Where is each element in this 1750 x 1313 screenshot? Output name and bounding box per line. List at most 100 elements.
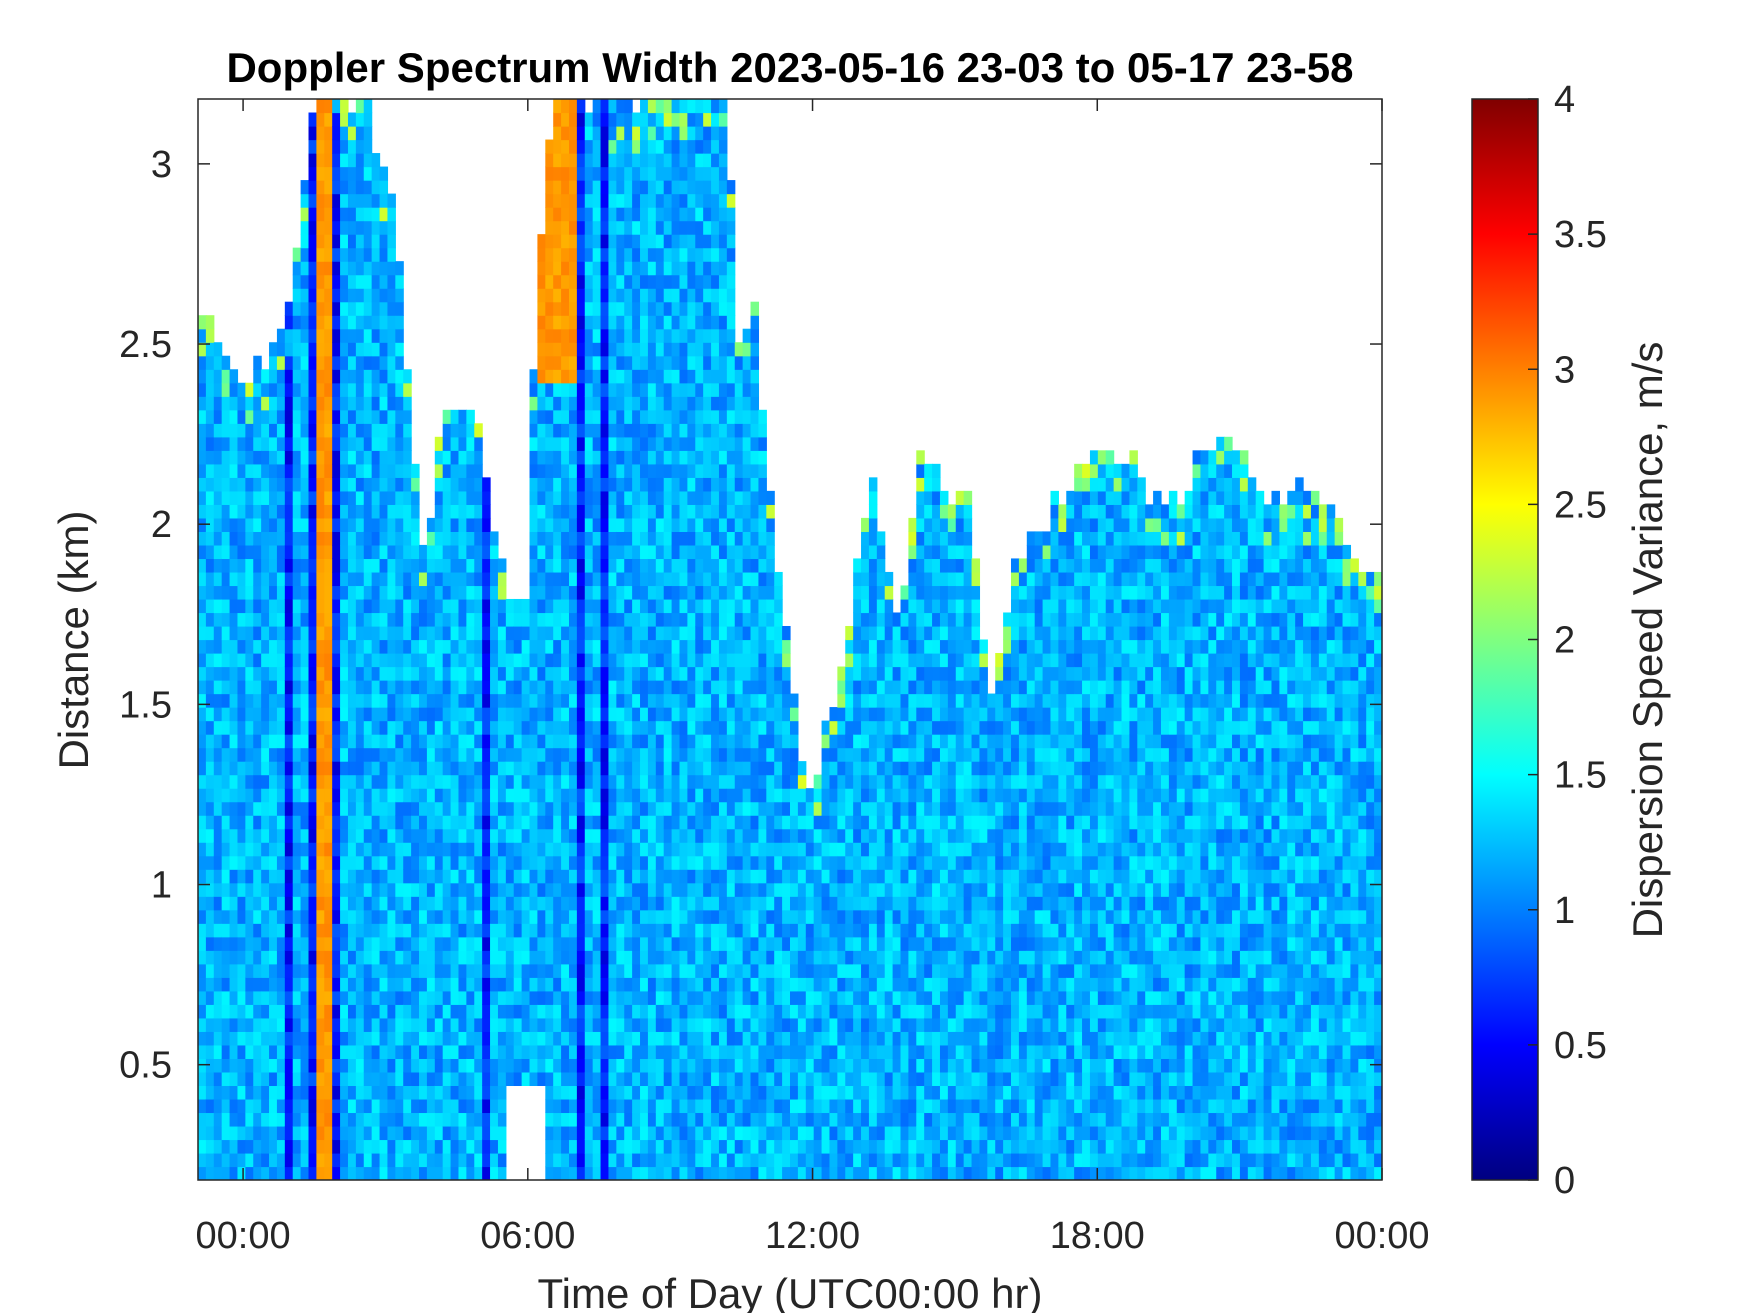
heatmap-cell (403, 1004, 412, 1019)
heatmap-cell (419, 666, 428, 681)
heatmap-cell (347, 355, 357, 370)
heatmap-cell (253, 950, 262, 965)
heatmap-cell (608, 1166, 617, 1180)
heatmap-cell (355, 99, 365, 114)
heatmap-cell (529, 774, 539, 789)
heatmap-cell (647, 490, 657, 505)
heatmap-cell (213, 909, 223, 924)
heatmap-cell (371, 328, 381, 343)
heatmap-cell (726, 558, 736, 573)
heatmap-cell (340, 1112, 349, 1127)
heatmap-cell (458, 1112, 467, 1127)
heatmap-cell (387, 909, 396, 924)
heatmap-cell (411, 842, 420, 857)
heatmap-cell (624, 544, 633, 560)
heatmap-cell (450, 1058, 460, 1073)
heatmap-cell (371, 1031, 381, 1046)
heatmap-cell (450, 1139, 460, 1154)
heatmap-cell (482, 747, 491, 762)
heatmap-cell (332, 396, 341, 411)
heatmap-cell (363, 585, 373, 600)
heatmap-cell (308, 828, 317, 843)
heatmap-cell (553, 477, 562, 492)
heatmap-cell (426, 1085, 436, 1100)
heatmap-cell (568, 531, 578, 546)
heatmap-cell (403, 1152, 412, 1168)
heatmap-cell (584, 869, 594, 884)
heatmap-cell (347, 1152, 357, 1168)
heatmap-cell (229, 1044, 239, 1059)
heatmap-cell (734, 342, 744, 357)
heatmap-cell (253, 734, 262, 749)
heatmap-cell (458, 1058, 467, 1073)
heatmap-cell (237, 1085, 246, 1100)
heatmap-cell (703, 855, 712, 870)
heatmap-cell (387, 882, 396, 897)
heatmap-cell (442, 490, 452, 505)
heatmap-cell (711, 436, 720, 451)
heatmap-cell (490, 828, 499, 843)
heatmap-cell (482, 896, 491, 911)
heatmap-cell (553, 180, 562, 195)
heatmap-cell (671, 977, 681, 992)
heatmap-cell (624, 126, 633, 141)
heatmap-cell (671, 531, 681, 546)
heatmap-cell (324, 1071, 333, 1087)
heatmap-cell (671, 747, 681, 762)
heatmap-cell (426, 842, 436, 857)
heatmap-cell (269, 1017, 278, 1032)
heatmap-cell (221, 544, 231, 560)
heatmap-cell (632, 396, 641, 411)
heatmap-cell (490, 990, 499, 1005)
heatmap-cell (695, 598, 704, 614)
heatmap-cell (632, 1166, 641, 1180)
heatmap-cell (411, 1112, 420, 1127)
heatmap-cell (300, 261, 310, 276)
heatmap-cell (718, 720, 728, 735)
heatmap-cell (758, 490, 767, 505)
heatmap-cell (529, 504, 539, 519)
heatmap-cell (450, 963, 460, 978)
heatmap-cell (647, 261, 657, 276)
heatmap-cell (600, 544, 610, 560)
heatmap-cell (584, 463, 594, 478)
heatmap-cell (703, 261, 712, 276)
heatmap-cell (363, 180, 373, 195)
heatmap-cell (253, 450, 262, 465)
heatmap-cell (766, 788, 775, 803)
heatmap-cell (387, 747, 396, 762)
heatmap-cell (221, 653, 231, 668)
heatmap-cell (245, 774, 254, 789)
heatmap-cell (340, 1004, 349, 1019)
heatmap-cell (261, 666, 270, 681)
heatmap-cell (213, 477, 223, 492)
heatmap-cell (292, 1071, 302, 1087)
heatmap-cell (300, 1058, 310, 1073)
heatmap-cell (363, 342, 373, 357)
heatmap-cell (497, 896, 507, 911)
heatmap-cell (703, 828, 712, 843)
heatmap-cell (576, 315, 586, 330)
heatmap-cell (261, 977, 270, 992)
heatmap-cell (379, 504, 389, 519)
heatmap-cell (292, 882, 302, 897)
heatmap-cell (655, 382, 665, 397)
heatmap-cell (711, 477, 720, 492)
heatmap-cell (640, 693, 649, 708)
heatmap-cell (221, 977, 231, 992)
heatmap-cell (355, 342, 365, 357)
heatmap-cell (387, 720, 396, 735)
heatmap-cell (632, 1112, 641, 1127)
heatmap-cell (545, 1017, 554, 1032)
heatmap-cell (592, 193, 602, 208)
heatmap-cell (269, 612, 278, 627)
heatmap-cell (442, 1085, 452, 1100)
heatmap-cell (419, 1098, 428, 1114)
heatmap-cell (608, 977, 617, 992)
heatmap-cell (553, 1071, 562, 1087)
heatmap-cell (568, 423, 578, 438)
heatmap-cell (253, 869, 262, 884)
heatmap-cell (718, 666, 728, 681)
heatmap-cell (229, 963, 239, 978)
heatmap-cell (450, 409, 460, 424)
